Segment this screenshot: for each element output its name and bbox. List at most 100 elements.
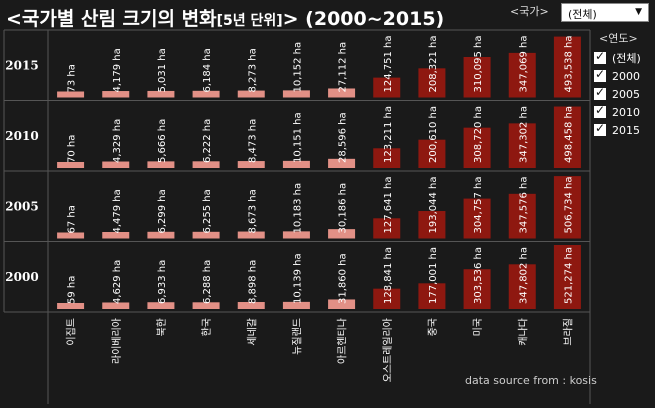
legend-item-all[interactable]: (전체) (594, 49, 654, 67)
bar (328, 158, 356, 168)
legend-item-2000[interactable]: 2000 (594, 67, 654, 85)
bar (418, 139, 446, 168)
legend-label: 2000 (612, 69, 640, 83)
bar (418, 68, 446, 98)
bar (508, 264, 536, 309)
bar (102, 302, 130, 309)
bar-value-label: 347,576 ha (518, 177, 529, 234)
checkbox-icon[interactable] (594, 67, 606, 82)
bar (147, 90, 175, 98)
bar (553, 245, 581, 309)
bar-value-label: 303,536 ha (473, 247, 484, 304)
bar (282, 301, 310, 309)
category-label: 오스트레일리아 (382, 318, 394, 382)
bar (57, 232, 85, 239)
legend-label: 2005 (612, 87, 640, 101)
bar-value-label: 10,151 ha (292, 112, 303, 163)
bar (237, 90, 265, 98)
bar (192, 90, 220, 98)
bar (282, 90, 310, 98)
bar-value-label: 10,183 ha (292, 183, 303, 234)
bar-value-label: 28,596 ha (338, 112, 349, 163)
country-filter-dropdown[interactable]: (전체) ▼ (561, 3, 649, 22)
bar-value-label: 521,274 ha (563, 247, 574, 304)
bar (147, 302, 175, 309)
bar (147, 231, 175, 239)
row-label-2015: 2015 (5, 58, 38, 72)
title-main: <국가별 산림 크기의 변화 (6, 8, 217, 30)
legend-item-2015[interactable]: 2015 (594, 121, 654, 139)
bar (328, 88, 356, 98)
bar (463, 127, 491, 168)
category-label: 이집트 (66, 318, 78, 346)
bar-value-label: 27,112 ha (338, 42, 349, 93)
bar (328, 299, 356, 309)
bar (102, 161, 130, 168)
bar-value-label: 8,473 ha (247, 119, 258, 163)
bar (373, 218, 401, 239)
bar (237, 231, 265, 239)
data-source-note: data source from : kosis (465, 374, 597, 387)
chart-title: <국가별 산림 크기의 변화[5년 단위]> (2000~2015) (6, 4, 444, 31)
bar (373, 148, 401, 168)
legend-label: 2010 (612, 105, 640, 119)
bar-value-label: 5,666 ha (157, 119, 168, 163)
checkbox-icon[interactable] (594, 49, 606, 64)
bar (508, 123, 536, 168)
bar (508, 52, 536, 98)
bar-value-label: 177,001 ha (428, 247, 439, 304)
bar (553, 176, 581, 239)
bar-value-label: 8,273 ha (247, 48, 258, 92)
bar (373, 288, 401, 309)
legend-title: <연도> (599, 32, 638, 45)
bar-value-label: 310,095 ha (473, 35, 484, 92)
bar (373, 77, 401, 98)
bar-value-label: 6,933 ha (157, 260, 168, 304)
row-label-2005: 2005 (5, 199, 38, 213)
bar (508, 193, 536, 239)
bar-value-label: 30,186 ha (338, 183, 349, 234)
bar-value-label: 59 ha (67, 276, 78, 304)
bar (192, 161, 220, 168)
checkbox-icon[interactable] (594, 85, 606, 100)
category-label: 라이베리아 (111, 318, 123, 364)
legend-label: 2015 (612, 123, 640, 137)
row-label-2000: 2000 (5, 270, 38, 284)
bar-value-label: 4,329 ha (112, 119, 123, 163)
bar (237, 161, 265, 168)
legend-item-2005[interactable]: 2005 (594, 85, 654, 103)
bar (102, 232, 130, 239)
bar (282, 231, 310, 239)
bar (57, 302, 85, 309)
bar (553, 36, 581, 98)
bar-value-label: 347,802 ha (518, 247, 529, 304)
country-filter-label: <국가> (510, 5, 549, 18)
bar-value-label: 506,734 ha (563, 177, 574, 234)
bar (57, 91, 85, 98)
bar (553, 106, 581, 168)
bar (463, 269, 491, 309)
bar-value-label: 6,184 ha (202, 48, 213, 92)
bar (147, 161, 175, 168)
bar-value-label: 31,860 ha (338, 253, 349, 304)
bar-value-label: 73 ha (67, 64, 78, 92)
bar-value-label: 200,610 ha (428, 106, 439, 163)
bar-value-label: 308,720 ha (473, 106, 484, 163)
row-label-2010: 2010 (5, 129, 38, 143)
bar-value-label: 124,751 ha (383, 36, 394, 93)
bar-value-label: 4,629 ha (112, 260, 123, 304)
bar-value-label: 123,211 ha (383, 106, 394, 163)
bar-value-label: 347,069 ha (518, 36, 529, 93)
bar (418, 283, 446, 309)
category-label: 중국 (427, 318, 439, 336)
bar-value-label: 8,673 ha (247, 189, 258, 233)
checkbox-icon[interactable] (594, 121, 606, 136)
bar (57, 161, 85, 168)
category-label: 아르헨티나 (337, 318, 349, 364)
bar (463, 198, 491, 239)
bar (282, 160, 310, 168)
chevron-down-icon: ▼ (635, 7, 642, 17)
legend-item-2010[interactable]: 2010 (594, 103, 654, 121)
checkbox-icon[interactable] (594, 103, 606, 118)
